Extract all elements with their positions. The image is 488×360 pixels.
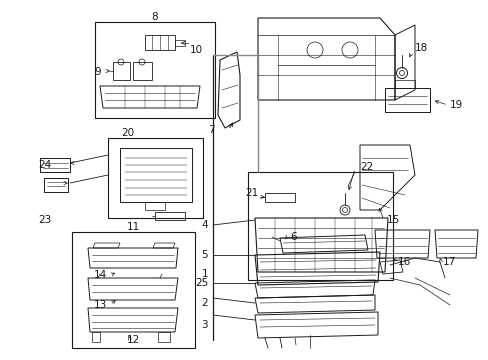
Text: 1: 1: [201, 269, 207, 279]
Text: 9: 9: [94, 67, 101, 77]
Text: 25: 25: [194, 278, 207, 288]
Text: 19: 19: [449, 100, 462, 110]
Text: 7: 7: [208, 125, 215, 135]
Text: 8: 8: [151, 12, 158, 22]
Text: 16: 16: [397, 257, 410, 267]
Text: 23: 23: [38, 215, 51, 225]
Bar: [247, 172, 392, 280]
Text: 21: 21: [244, 188, 258, 198]
Text: 15: 15: [386, 215, 400, 225]
Text: 10: 10: [190, 45, 203, 55]
Bar: [72, 232, 195, 348]
Text: 5: 5: [201, 250, 207, 260]
Text: 2: 2: [201, 298, 207, 308]
Text: 12: 12: [127, 335, 140, 345]
Text: 14: 14: [94, 270, 107, 280]
Text: 4: 4: [201, 220, 207, 230]
Bar: [108, 138, 203, 218]
Text: 22: 22: [359, 162, 372, 172]
Bar: [95, 22, 215, 118]
Text: 20: 20: [121, 128, 134, 138]
Text: 13: 13: [94, 300, 107, 310]
Text: 18: 18: [414, 43, 427, 53]
Text: 24: 24: [38, 160, 51, 170]
Text: 3: 3: [201, 320, 207, 330]
Text: 17: 17: [442, 257, 455, 267]
Text: 11: 11: [126, 222, 140, 232]
Text: 6: 6: [289, 232, 296, 242]
